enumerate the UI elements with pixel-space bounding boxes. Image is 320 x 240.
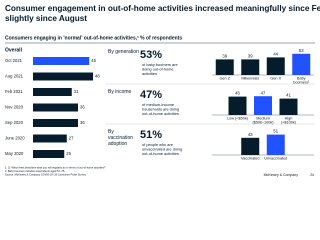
bar bbox=[33, 57, 90, 65]
wrapped-text: High (>$100k) bbox=[281, 117, 297, 125]
text-line: out-of-home activities bbox=[142, 151, 179, 156]
text-line: of people who are bbox=[142, 142, 173, 147]
title-line: Consumer engagement in out-of-home activ… bbox=[5, 4, 320, 13]
source: Source: McKinsey & Company COVID-19 US C… bbox=[5, 173, 87, 177]
text-line: unvaccinated are doing bbox=[142, 147, 182, 152]
text-line: Vaccinated bbox=[241, 157, 260, 161]
value-label: 48 bbox=[95, 74, 100, 79]
bar bbox=[33, 119, 78, 127]
text-line: activities bbox=[142, 71, 157, 76]
text-line: doing out-of-home bbox=[142, 67, 174, 72]
text-line: of baby boomers are bbox=[142, 62, 178, 67]
highlight: 53% bbox=[140, 49, 162, 61]
text-line: By bbox=[108, 129, 114, 135]
highlight: 51% bbox=[140, 129, 162, 141]
footnote: 2. Baby boomers includes respondents age… bbox=[5, 169, 65, 173]
value-label: 53 bbox=[299, 48, 304, 53]
bar bbox=[33, 88, 72, 96]
value-label: 46 bbox=[235, 91, 240, 96]
text-line: Millennials bbox=[241, 77, 259, 81]
text-line: (>$100k) bbox=[281, 121, 297, 125]
wrapped-text: Medium ($50k–100k) bbox=[252, 117, 274, 125]
bar bbox=[241, 137, 260, 155]
bar bbox=[279, 98, 298, 115]
text-line: ($50k–100k) bbox=[252, 121, 274, 125]
wrapped-text: Unvaccinated bbox=[264, 157, 287, 161]
value-label: 27 bbox=[69, 136, 74, 141]
value-label: 43 bbox=[248, 132, 253, 137]
wrapped-text: Low (<$50k) bbox=[227, 117, 249, 121]
wrapped-text: By income bbox=[108, 89, 132, 95]
subtitle: Consumers engaging in 'normal' out-of-ho… bbox=[5, 35, 182, 41]
value-label: 39 bbox=[222, 54, 227, 59]
text-line: Medium bbox=[256, 117, 270, 121]
bar bbox=[33, 134, 67, 143]
value-label: 31 bbox=[74, 89, 79, 94]
category-label: Aug 2021 bbox=[5, 74, 24, 79]
category-label: May 2020 bbox=[5, 151, 24, 156]
value-label: 51 bbox=[273, 129, 278, 134]
title-line: slightly since August bbox=[5, 14, 87, 23]
wrapped-text: Millennials bbox=[241, 77, 259, 81]
value-label: 39 bbox=[248, 54, 253, 59]
text-line: boomers² bbox=[293, 81, 310, 85]
text-line: households are doing bbox=[142, 107, 179, 112]
slide: Consumer engagement in out-of-home activ… bbox=[5, 4, 320, 177]
bar bbox=[266, 57, 285, 75]
bar bbox=[228, 96, 247, 115]
category-label: June 2020 bbox=[5, 136, 25, 141]
wrapped-text: Baby boomers² bbox=[293, 77, 310, 85]
value-label: 41 bbox=[286, 93, 291, 98]
text-line: High bbox=[285, 117, 293, 121]
bar bbox=[241, 59, 260, 75]
page-number: 24 bbox=[310, 173, 314, 177]
text-line: adoption bbox=[108, 141, 127, 147]
value-label: 25 bbox=[66, 151, 71, 156]
bar bbox=[266, 134, 285, 155]
wrapped-text: of baby boomers are doing out-of-home acti… bbox=[142, 62, 178, 76]
bar bbox=[33, 72, 93, 81]
footnote: 1. Q: Which best describes what you will… bbox=[5, 166, 106, 170]
wrapped-text: Gen Z bbox=[219, 77, 230, 81]
text-line: Low (<$50k) bbox=[227, 117, 249, 121]
bar bbox=[33, 103, 78, 112]
wrapped-text: By vaccination adoption bbox=[108, 129, 133, 147]
value-label: 45 bbox=[91, 58, 96, 63]
brand: McKinsey & Company bbox=[264, 173, 299, 177]
text-line: Unvaccinated bbox=[264, 157, 287, 161]
bar bbox=[292, 53, 311, 75]
category-label: Sep 2020 bbox=[5, 120, 24, 125]
bar bbox=[254, 96, 272, 115]
wrapped-text: of people who are unvaccinated are doing o… bbox=[142, 142, 182, 156]
category-label: Oct 2021 bbox=[5, 58, 23, 63]
text-line: out-of-home activities bbox=[142, 111, 179, 116]
text-line: Gen Z bbox=[219, 77, 230, 81]
wrapped-text: Vaccinated bbox=[241, 157, 260, 161]
bar bbox=[215, 59, 234, 75]
text-line: of medium-income bbox=[142, 102, 174, 107]
wrapped-text: of medium-income households are doing out-… bbox=[142, 102, 179, 116]
category-label: Feb 2021 bbox=[5, 89, 23, 94]
value-label: 44 bbox=[273, 52, 278, 57]
text-line: Baby bbox=[297, 77, 306, 81]
value-label: 36 bbox=[80, 120, 85, 125]
text-line: By income bbox=[108, 89, 132, 95]
panel-title: Overall bbox=[5, 47, 23, 53]
wrapped-text: By generation bbox=[108, 49, 139, 55]
text-line: Gen X bbox=[270, 77, 281, 81]
text-line: By generation bbox=[108, 49, 139, 55]
highlight: 47% bbox=[140, 89, 162, 101]
text-line: vaccination bbox=[108, 135, 133, 141]
wrapped-text: Gen X bbox=[270, 77, 281, 81]
value-label: 36 bbox=[80, 105, 85, 110]
bar bbox=[33, 150, 65, 158]
category-label: Nov 2020 bbox=[5, 105, 24, 110]
slide-title: Consumer engagement in out-of-home activ… bbox=[5, 4, 320, 23]
value-label: 47 bbox=[261, 90, 266, 95]
